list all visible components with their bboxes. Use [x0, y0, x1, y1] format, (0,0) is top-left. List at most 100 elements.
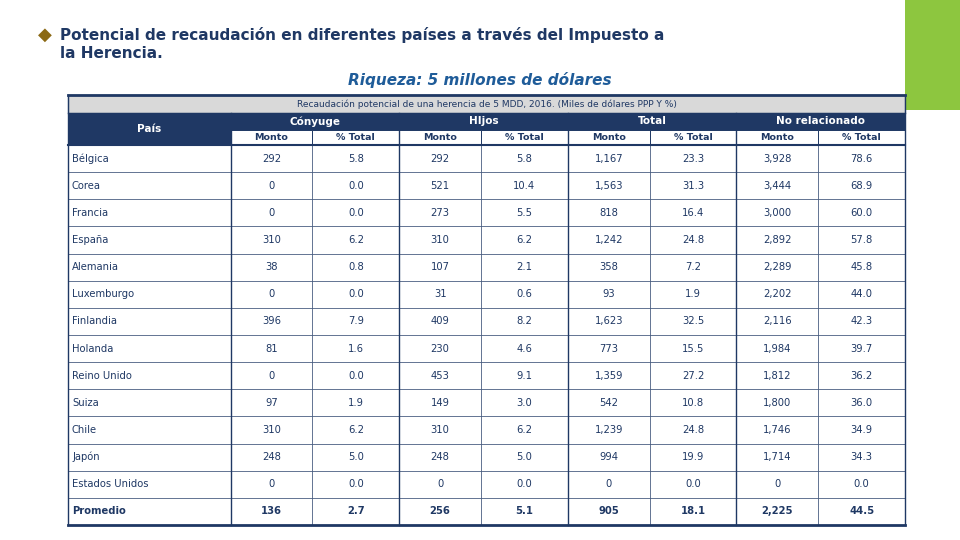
Bar [736, 199, 818, 226]
Bar [230, 362, 312, 389]
Bar [230, 113, 399, 130]
Text: 2,202: 2,202 [763, 289, 792, 299]
Text: 4.6: 4.6 [516, 343, 533, 354]
Text: 1,563: 1,563 [594, 181, 623, 191]
Bar [481, 130, 567, 145]
Bar [567, 172, 650, 199]
Bar [481, 389, 567, 416]
Text: % Total: % Total [336, 133, 375, 142]
Bar [736, 335, 818, 362]
Bar [399, 130, 481, 145]
Bar [650, 308, 736, 335]
Text: 8.2: 8.2 [516, 316, 533, 326]
Bar [230, 416, 312, 443]
Bar [399, 281, 481, 308]
Text: 6.2: 6.2 [516, 235, 533, 245]
Bar [818, 335, 905, 362]
Bar [230, 308, 312, 335]
Text: 310: 310 [431, 425, 449, 435]
Text: 68.9: 68.9 [851, 181, 873, 191]
Text: 16.4: 16.4 [682, 208, 705, 218]
Bar [312, 254, 399, 281]
Text: % Total: % Total [505, 133, 543, 142]
Text: 292: 292 [431, 153, 449, 164]
Text: 3,928: 3,928 [763, 153, 792, 164]
Text: 3,444: 3,444 [763, 181, 791, 191]
Bar [481, 308, 567, 335]
Bar [68, 416, 230, 443]
Text: 542: 542 [599, 398, 618, 408]
Bar [68, 443, 230, 471]
Bar [818, 254, 905, 281]
Bar [481, 335, 567, 362]
Bar [818, 416, 905, 443]
Text: 2,225: 2,225 [761, 507, 793, 516]
Bar [312, 471, 399, 498]
Text: 0: 0 [269, 480, 275, 489]
Bar [399, 471, 481, 498]
Text: Holanda: Holanda [72, 343, 113, 354]
Text: 97: 97 [265, 398, 277, 408]
Bar [481, 254, 567, 281]
Text: 44.0: 44.0 [851, 289, 873, 299]
Bar [312, 389, 399, 416]
Bar [230, 172, 312, 199]
Text: 23.3: 23.3 [682, 153, 704, 164]
Bar [230, 281, 312, 308]
Text: 6.2: 6.2 [516, 425, 533, 435]
Bar [312, 145, 399, 172]
Bar [230, 389, 312, 416]
Bar [567, 281, 650, 308]
Text: Luxemburgo: Luxemburgo [72, 289, 134, 299]
Bar [736, 226, 818, 254]
Text: 1.9: 1.9 [348, 398, 364, 408]
Text: España: España [72, 235, 108, 245]
Bar [818, 199, 905, 226]
Bar [567, 130, 650, 145]
Text: 248: 248 [431, 452, 449, 462]
Text: 34.3: 34.3 [851, 452, 873, 462]
Text: 292: 292 [262, 153, 281, 164]
Bar [399, 172, 481, 199]
Text: 36.0: 36.0 [851, 398, 873, 408]
Bar [567, 113, 736, 130]
Bar [68, 95, 905, 113]
Bar [567, 308, 650, 335]
Bar [481, 443, 567, 471]
Text: No relacionado: No relacionado [777, 117, 865, 126]
Text: Total: Total [637, 117, 666, 126]
Text: 773: 773 [599, 343, 618, 354]
Text: ◆: ◆ [38, 26, 52, 44]
Bar [567, 389, 650, 416]
Bar [68, 389, 230, 416]
Text: 15.5: 15.5 [682, 343, 705, 354]
Text: 5.0: 5.0 [348, 452, 364, 462]
Text: 273: 273 [431, 208, 449, 218]
Text: 1,800: 1,800 [763, 398, 791, 408]
Bar [736, 389, 818, 416]
Text: 2,289: 2,289 [763, 262, 792, 272]
Text: 7.9: 7.9 [348, 316, 364, 326]
Text: 358: 358 [599, 262, 618, 272]
Bar [736, 113, 905, 130]
Bar [818, 362, 905, 389]
Bar [312, 172, 399, 199]
Bar [68, 308, 230, 335]
Bar [312, 498, 399, 525]
Bar [567, 145, 650, 172]
Text: 453: 453 [431, 371, 449, 381]
Bar [736, 498, 818, 525]
Bar [650, 362, 736, 389]
Text: 1,714: 1,714 [763, 452, 792, 462]
Bar [736, 443, 818, 471]
Text: 0.0: 0.0 [348, 480, 364, 489]
Text: 0.0: 0.0 [853, 480, 870, 489]
Bar [481, 172, 567, 199]
Bar [567, 362, 650, 389]
Bar [481, 145, 567, 172]
Text: 2,116: 2,116 [763, 316, 792, 326]
Text: Finlandia: Finlandia [72, 316, 117, 326]
Text: País: País [137, 124, 161, 134]
Bar [736, 172, 818, 199]
Text: 5.1: 5.1 [516, 507, 534, 516]
